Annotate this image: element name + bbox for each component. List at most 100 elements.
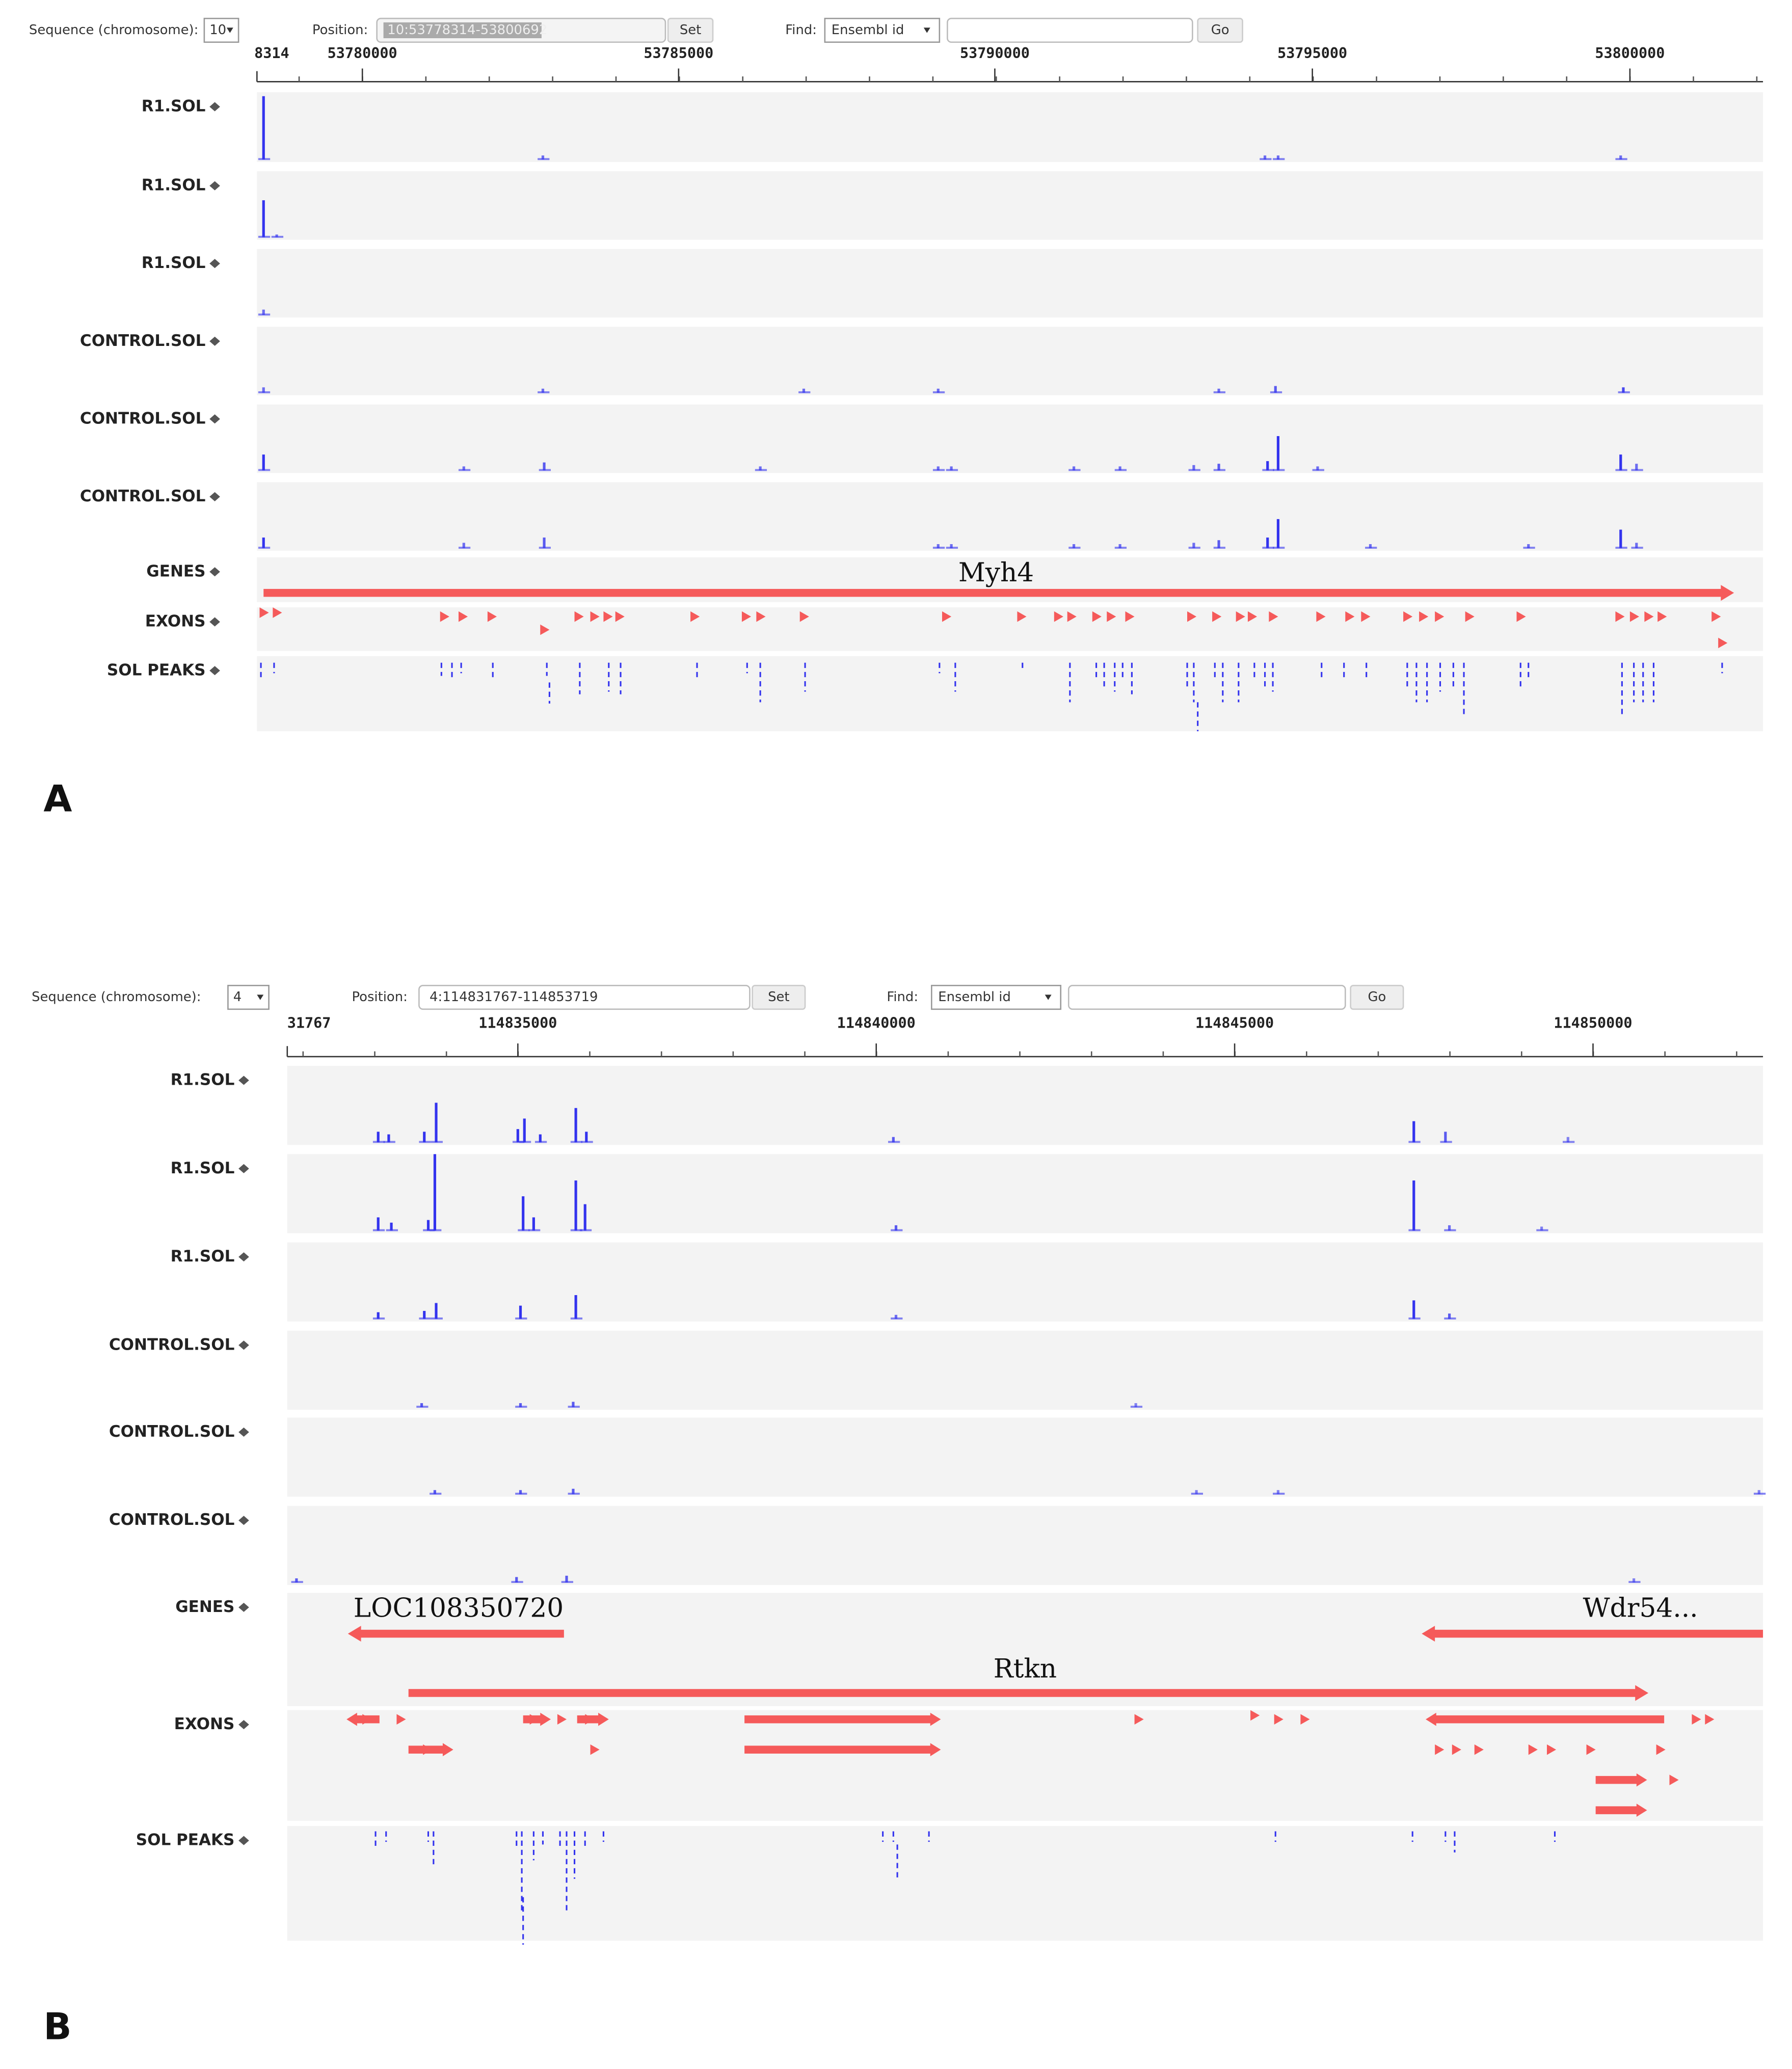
coverage-base [539, 469, 551, 471]
exon-block [1595, 1776, 1641, 1784]
coverage-peak [462, 466, 465, 471]
coverage-peak [1527, 544, 1530, 548]
coverage-peak [1448, 1225, 1451, 1231]
coverage-base [528, 1229, 541, 1231]
track-move-arrows[interactable] [209, 666, 220, 676]
coverage-base [1365, 547, 1377, 549]
coverage-base [431, 1141, 443, 1143]
coverage-peak [1412, 1121, 1415, 1143]
sequence-select[interactable] [227, 985, 270, 1010]
exon [1236, 611, 1245, 622]
set-button[interactable] [667, 17, 714, 43]
coverage-peak [572, 1489, 575, 1494]
find-select[interactable] [824, 17, 941, 43]
find-input[interactable] [947, 17, 1193, 43]
coverage-peak [522, 1196, 525, 1231]
track-move-arrows[interactable] [209, 336, 220, 346]
coverage-peak [1619, 454, 1622, 471]
coverage-peak [523, 1118, 526, 1143]
set-button-label[interactable]: Set [680, 22, 701, 38]
track-move-arrows[interactable] [238, 1164, 249, 1173]
go-button[interactable] [1197, 17, 1243, 43]
find-label: Find: [785, 22, 817, 38]
exon [1125, 611, 1135, 622]
sequence-value[interactable]: 10 [209, 22, 226, 38]
coverage-base [423, 1229, 435, 1231]
coverage-base [1444, 1317, 1456, 1320]
coverage-base [458, 469, 471, 471]
coverage-base [1312, 469, 1324, 471]
coverage-base [1536, 1229, 1548, 1231]
track-move-arrows[interactable] [238, 1076, 249, 1085]
track-move-arrows[interactable] [238, 1252, 249, 1262]
coverage-base [538, 391, 550, 393]
coverage-peak [1369, 544, 1372, 548]
coverage-peak [377, 1312, 380, 1319]
go-button[interactable] [1350, 985, 1404, 1010]
sequence-label: Sequence (chromosome): [32, 989, 201, 1005]
track-move-arrows[interactable] [209, 414, 220, 424]
coverage-peak [1217, 388, 1220, 393]
track-move-arrows[interactable] [209, 259, 220, 268]
coverage-base [539, 547, 551, 549]
exon-block [744, 1715, 934, 1724]
coverage-base [512, 1141, 525, 1143]
coverage-base [946, 547, 958, 549]
exon [942, 611, 952, 622]
position-input[interactable] [418, 985, 751, 1010]
track-move-arrows[interactable] [238, 1836, 249, 1845]
coverage-base [1130, 1406, 1143, 1408]
coverage-peak [541, 388, 545, 393]
coverage-base [932, 469, 945, 471]
find-select-value[interactable]: Ensembl id [938, 989, 1011, 1005]
coverage-peak [377, 1217, 380, 1231]
track-move-arrows[interactable] [238, 1516, 249, 1525]
coverage-base [1273, 158, 1285, 160]
coverage-base [386, 1229, 398, 1231]
coverage-peak [541, 155, 545, 159]
selection-highlight [383, 22, 542, 38]
track-label: R1.SOL [142, 176, 206, 195]
track-move-arrows[interactable] [238, 1427, 249, 1437]
ruler-tick-label: 53800000 [1595, 45, 1665, 62]
track-move-arrows[interactable] [238, 1340, 249, 1350]
track-move-arrows[interactable] [209, 567, 220, 577]
find-select-value[interactable]: Ensembl id [832, 22, 904, 38]
coverage-base [515, 1406, 527, 1408]
position-value[interactable]: 10:53778314-53800692 [387, 22, 547, 38]
go-button-label[interactable]: Go [1368, 989, 1386, 1005]
go-button-label[interactable]: Go [1211, 22, 1229, 38]
exon [1516, 611, 1526, 622]
set-button[interactable] [752, 985, 806, 1010]
track-move-arrows[interactable] [209, 492, 220, 501]
coverage-peak [543, 462, 546, 471]
coverage-base [1408, 1317, 1421, 1320]
gene-arrowhead [1422, 1626, 1435, 1642]
track-label: SOL PEAKS [107, 661, 206, 679]
coverage-base [458, 547, 471, 549]
coverage-base [1523, 547, 1535, 549]
position-value[interactable]: 4:114831767-114853719 [430, 989, 598, 1005]
coverage-base [258, 547, 271, 549]
find-label: Find: [887, 989, 918, 1005]
find-input[interactable] [1067, 985, 1346, 1010]
coverage-peak [433, 1154, 436, 1231]
sequence-value[interactable]: 4 [233, 989, 242, 1005]
find-select[interactable] [931, 985, 1062, 1010]
set-button-label[interactable]: Set [768, 989, 789, 1005]
coverage-base [1615, 547, 1627, 549]
sequence-select[interactable] [203, 17, 239, 43]
track-move-arrows[interactable] [238, 1719, 249, 1730]
coverage-base [1262, 469, 1274, 471]
track-background [287, 1506, 1763, 1585]
coverage-base [755, 469, 767, 471]
exon [615, 611, 625, 622]
track-move-arrows[interactable] [209, 102, 220, 112]
track-move-arrows[interactable] [209, 181, 220, 191]
coverage-base [258, 313, 271, 316]
coverage-peak [543, 538, 546, 548]
track-move-arrows[interactable] [238, 1602, 249, 1612]
exon-arrowhead [930, 1712, 941, 1726]
gene-label: Wdr54... [1583, 1593, 1698, 1624]
track-move-arrows[interactable] [209, 617, 220, 627]
